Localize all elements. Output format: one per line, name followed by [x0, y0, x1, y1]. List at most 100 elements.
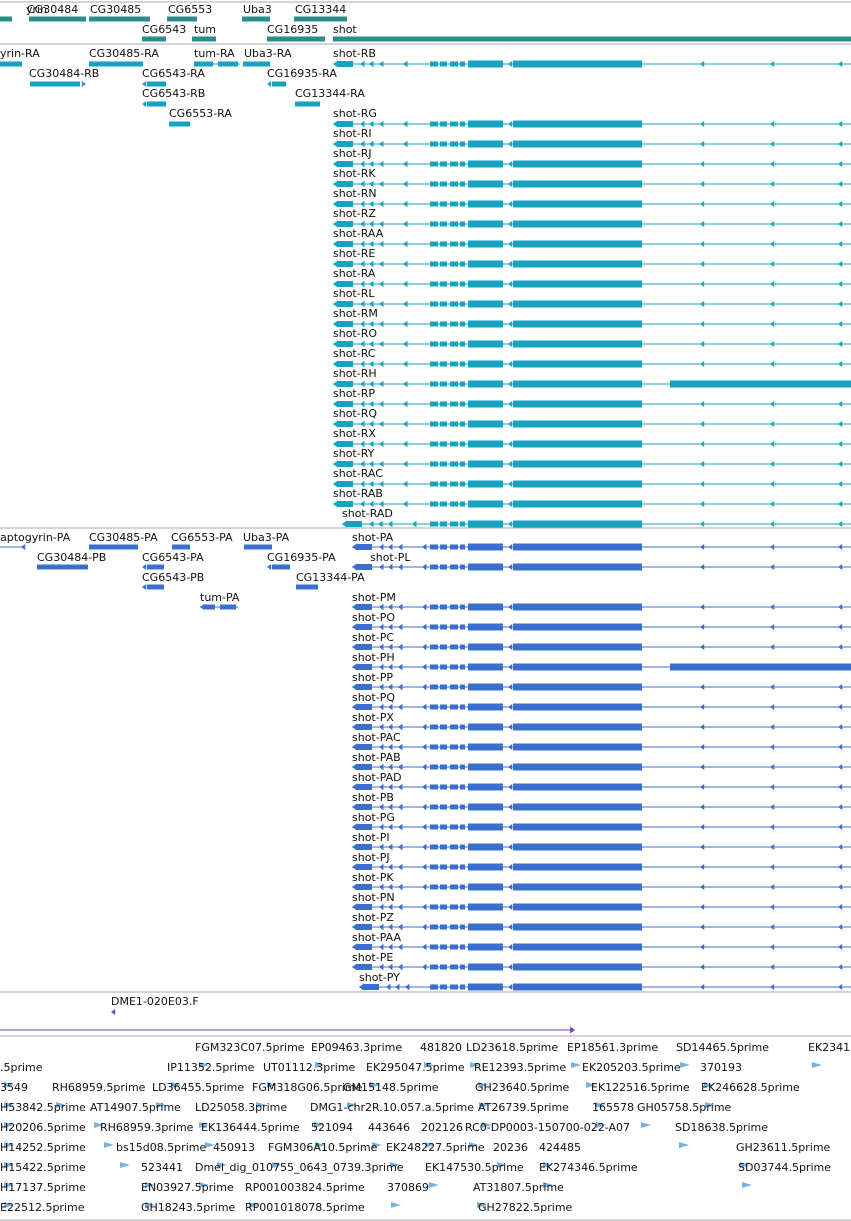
mrna-exon[interactable]	[337, 241, 353, 247]
protein-exon[interactable]	[430, 684, 438, 690]
mrna-exon[interactable]	[513, 360, 642, 368]
mrna-exon[interactable]	[460, 281, 465, 287]
mrna-exon[interactable]	[169, 121, 190, 127]
mrna-exon[interactable]	[468, 440, 503, 448]
mrna-exon[interactable]	[430, 61, 438, 67]
protein-exon[interactable]	[450, 824, 458, 830]
protein-exon[interactable]	[513, 823, 642, 831]
mrna-exon[interactable]	[513, 440, 642, 448]
protein-exon[interactable]	[440, 824, 447, 830]
est-feature[interactable]	[705, 1102, 715, 1108]
est-feature[interactable]	[812, 1062, 822, 1068]
protein-exon[interactable]	[468, 683, 503, 691]
protein-exon[interactable]	[513, 943, 642, 951]
mrna-exon[interactable]	[513, 220, 642, 228]
protein-exon[interactable]	[468, 923, 503, 931]
mrna-exon[interactable]	[430, 181, 438, 187]
protein-exon[interactable]	[460, 824, 465, 830]
est-feature[interactable]	[347, 1102, 357, 1108]
mrna-exon[interactable]	[513, 520, 642, 528]
protein-exon[interactable]	[460, 764, 465, 770]
mrna-exon[interactable]	[468, 180, 503, 188]
protein-exon[interactable]	[440, 844, 447, 850]
mrna-exon[interactable]	[670, 380, 851, 388]
protein-exon[interactable]	[430, 624, 438, 630]
mrna-exon[interactable]	[337, 181, 353, 187]
mrna-exon[interactable]	[450, 61, 458, 67]
protein-exon[interactable]	[440, 684, 447, 690]
protein-exon[interactable]	[440, 784, 447, 790]
mrna-exon[interactable]	[440, 361, 447, 367]
mrna-exon[interactable]	[460, 401, 465, 407]
gene-feature[interactable]	[89, 16, 150, 22]
protein-exon[interactable]	[513, 663, 642, 671]
protein-exon[interactable]	[356, 664, 372, 670]
mrna-exon[interactable]	[460, 241, 465, 247]
mrna-exon[interactable]	[440, 321, 447, 327]
protein-exon[interactable]	[450, 904, 458, 910]
protein-exon[interactable]	[430, 644, 438, 650]
mrna-exon[interactable]	[430, 121, 438, 127]
protein-exon[interactable]	[363, 984, 379, 990]
est-feature[interactable]	[120, 1162, 130, 1168]
protein-exon[interactable]	[468, 723, 503, 731]
protein-exon[interactable]	[172, 544, 190, 550]
mrna-exon[interactable]	[450, 141, 458, 147]
protein-exon[interactable]	[356, 744, 372, 750]
protein-exon[interactable]	[513, 903, 642, 911]
protein-exon[interactable]	[670, 663, 851, 671]
est-feature[interactable]	[586, 1082, 596, 1088]
est-feature[interactable]	[217, 1162, 227, 1168]
mrna-exon[interactable]	[450, 261, 458, 267]
est-feature[interactable]	[742, 1182, 752, 1188]
gene-feature[interactable]	[333, 36, 851, 42]
protein-exon[interactable]	[468, 643, 503, 651]
mrna-exon[interactable]	[30, 81, 80, 87]
protein-exon[interactable]	[430, 544, 438, 550]
protein-exon[interactable]	[430, 744, 438, 750]
mrna-exon[interactable]	[430, 341, 438, 347]
mrna-exon[interactable]	[468, 280, 503, 288]
mrna-exon[interactable]	[460, 381, 465, 387]
mrna-exon[interactable]	[295, 101, 320, 107]
mrna-exon[interactable]	[460, 481, 465, 487]
mrna-exon[interactable]	[440, 261, 447, 267]
protein-exon[interactable]	[460, 564, 465, 570]
protein-exon[interactable]	[450, 844, 458, 850]
est-feature[interactable]	[94, 1122, 104, 1128]
mrna-exon[interactable]	[243, 61, 270, 67]
protein-exon[interactable]	[468, 983, 503, 991]
mrna-exon[interactable]	[513, 280, 642, 288]
protein-exon[interactable]	[440, 704, 447, 710]
est-feature[interactable]	[679, 1142, 689, 1148]
protein-exon[interactable]	[430, 944, 438, 950]
protein-exon[interactable]	[430, 664, 438, 670]
mrna-exon[interactable]	[440, 121, 447, 127]
mrna-exon[interactable]	[337, 221, 353, 227]
protein-exon[interactable]	[468, 663, 503, 671]
mrna-exon[interactable]	[337, 201, 353, 207]
mrna-exon[interactable]	[430, 221, 438, 227]
mrna-exon[interactable]	[440, 441, 447, 447]
gene-feature[interactable]	[242, 16, 270, 22]
mrna-exon[interactable]	[440, 521, 447, 527]
protein-exon[interactable]	[450, 604, 458, 610]
mrna-exon[interactable]	[468, 400, 503, 408]
est-feature[interactable]	[740, 1162, 750, 1168]
protein-exon[interactable]	[460, 624, 465, 630]
mrna-exon[interactable]	[450, 441, 458, 447]
protein-exon[interactable]	[468, 763, 503, 771]
protein-exon[interactable]	[440, 804, 447, 810]
gene-feature[interactable]	[267, 36, 325, 42]
protein-exon[interactable]	[296, 584, 318, 590]
protein-exon[interactable]	[460, 684, 465, 690]
est-feature[interactable]	[704, 1082, 714, 1088]
protein-exon[interactable]	[450, 924, 458, 930]
protein-exon[interactable]	[89, 544, 138, 550]
protein-exon[interactable]	[356, 924, 372, 930]
protein-exon[interactable]	[460, 844, 465, 850]
mrna-exon[interactable]	[430, 321, 438, 327]
mrna-exon[interactable]	[440, 341, 447, 347]
mrna-exon[interactable]	[460, 441, 465, 447]
protein-exon[interactable]	[356, 904, 372, 910]
